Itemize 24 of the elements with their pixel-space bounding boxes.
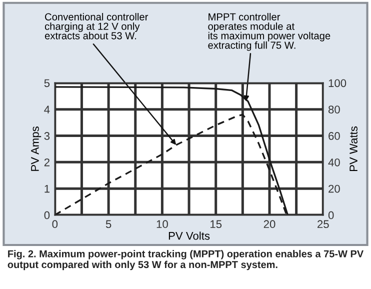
y-tick-label: 3 — [44, 132, 50, 140]
y2-tick-label: 40 — [328, 158, 340, 166]
x-axis-title: PV Volts — [168, 232, 210, 240]
x-tick-label: 5 — [106, 220, 112, 228]
y-tick-label: 4 — [44, 106, 50, 114]
y-tick-label: 0 — [44, 211, 50, 220]
x-tick-label: 15 — [210, 220, 222, 228]
y2-axis-title: PV Watts — [350, 126, 358, 172]
y2-tick-label: 80 — [328, 106, 340, 114]
y-tick-label: 2 — [44, 158, 50, 166]
caption: Fig. 2. Maximum power-point tracking (MPPT) operation enables a 75-W PV output compared with only 53 W for a non-MPPT system. — [8, 250, 364, 270]
x-tick-label: 10 — [156, 220, 168, 228]
x-tick-label: 20 — [264, 220, 276, 228]
y2-tick-label: 100 — [328, 79, 346, 88]
x-tick-label: 25 — [318, 220, 329, 228]
annotation: MPPT controller operates module at its maximum power voltage extracting full 75 W. — [208, 13, 330, 51]
y2-tick-label: 20 — [328, 184, 340, 193]
annotation: Conventional controller charging at 12 V only extracts about 53 W. — [44, 13, 148, 40]
y-tick-label: 5 — [44, 79, 50, 88]
y-tick-label: 1 — [44, 184, 50, 193]
y2-tick-label: 60 — [328, 132, 340, 140]
y-axis-title: PV Amps — [31, 126, 42, 171]
y2-tick-label: 0 — [328, 211, 334, 220]
x-tick-label: 0 — [52, 220, 58, 228]
